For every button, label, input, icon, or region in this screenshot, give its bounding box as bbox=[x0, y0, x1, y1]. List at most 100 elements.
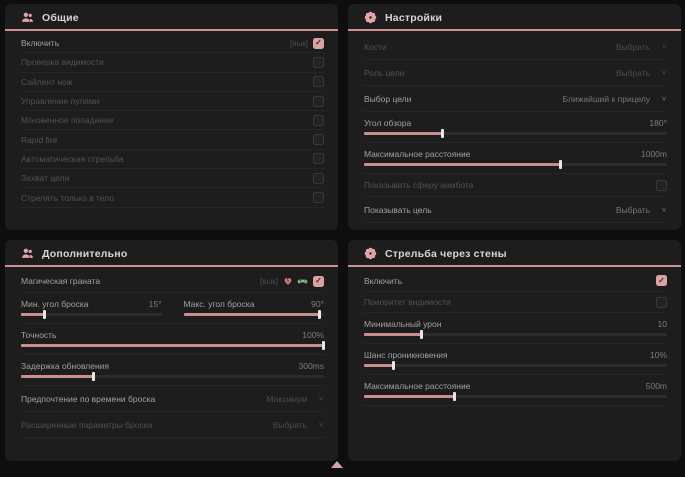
slider-track[interactable] bbox=[364, 129, 667, 138]
dropdown-label: Роль цели bbox=[364, 67, 405, 78]
toggle-row[interactable]: Автоматическая стрельба bbox=[21, 150, 324, 170]
toggle-label: Управление пулями bbox=[21, 96, 100, 107]
panel-additional: Дополнительно Магическая граната [вык] bbox=[5, 240, 338, 461]
toggle-row[interactable]: Проверка видимости bbox=[21, 53, 324, 73]
slider-thumb[interactable] bbox=[452, 392, 456, 401]
toggle-row[interactable]: Захват цели bbox=[21, 169, 324, 189]
toggle-row[interactable]: Стрелять только в тело bbox=[21, 188, 324, 208]
slider-thumb[interactable] bbox=[42, 310, 46, 319]
toggle-row-magic-grenade[interactable]: Магическая граната [вык] bbox=[21, 270, 324, 293]
panel-title: Общие bbox=[42, 11, 79, 24]
gamepad-icon[interactable] bbox=[297, 276, 308, 287]
dropdown-select[interactable]: Выбрать ∨ bbox=[273, 420, 324, 430]
panel-title: Настройки bbox=[385, 11, 443, 24]
toggle-row-aimbot-sphere[interactable]: Показывать сферу аимбота bbox=[364, 174, 667, 197]
slider-fill bbox=[364, 330, 423, 339]
toggle-row-enable[interactable]: Включить [вык] bbox=[21, 34, 324, 54]
slider-fill bbox=[21, 341, 325, 350]
dropdown-label: Расширенные параметры броска bbox=[21, 419, 153, 430]
hotkey-label: [вык] bbox=[260, 276, 278, 286]
toggle-label: Захват цели bbox=[21, 173, 70, 184]
dropdown-row-throw-time: Предпочтение по времени броска Максимум … bbox=[21, 386, 324, 412]
slider-track[interactable] bbox=[21, 341, 325, 350]
checkbox[interactable] bbox=[313, 56, 324, 68]
accent-divider bbox=[348, 265, 681, 267]
checkbox[interactable] bbox=[313, 172, 324, 184]
chevron-down-icon: ∨ bbox=[661, 42, 667, 51]
toggle-row-visibility-priority[interactable]: Приоритет видимости bbox=[364, 292, 667, 313]
slider-thumb[interactable] bbox=[317, 310, 321, 319]
slider-label: Максимальное расстояние bbox=[364, 148, 471, 159]
slider-value: 100% bbox=[302, 329, 324, 340]
slider-thumb[interactable] bbox=[392, 361, 396, 370]
slider-thumb[interactable] bbox=[91, 372, 95, 381]
panel-additional-header: Дополнительно bbox=[5, 240, 338, 265]
toggle-row-enable[interactable]: Включить bbox=[364, 270, 667, 292]
checkbox[interactable] bbox=[656, 296, 667, 308]
checkbox[interactable] bbox=[313, 76, 324, 88]
toggle-row[interactable]: Сайлент нож bbox=[21, 73, 324, 92]
slider-thumb[interactable] bbox=[419, 330, 423, 339]
slider-fill bbox=[21, 372, 95, 381]
toggle-label: Rapid fire bbox=[21, 134, 58, 145]
dropdown-select[interactable]: Ближайший к прицелу ∨ bbox=[563, 94, 667, 104]
slider-value: 180° bbox=[649, 117, 667, 128]
slider-track[interactable] bbox=[21, 310, 162, 319]
slider-value: 500m bbox=[645, 380, 667, 391]
checkbox[interactable] bbox=[313, 134, 324, 146]
chevron-down-icon: ∨ bbox=[661, 205, 667, 214]
dropdown-label: Предпочтение по времени броска bbox=[21, 393, 156, 404]
toggle-label: Магическая граната bbox=[21, 276, 101, 286]
slider-row-penetration-chance: Шанс проникновения 10% bbox=[364, 344, 667, 375]
panel-title: Дополнительно bbox=[42, 247, 128, 260]
slider-value: 15° bbox=[148, 298, 162, 309]
chevron-down-icon: ∨ bbox=[661, 94, 667, 103]
panel-general-header: Общие bbox=[5, 4, 338, 29]
menu-grid: Общие Включить [вык] Проверка видимости … bbox=[0, 0, 685, 465]
panel-general: Общие Включить [вык] Проверка видимости … bbox=[5, 4, 338, 230]
toggle-label: Автоматическая стрельба bbox=[21, 153, 124, 164]
slider-track[interactable] bbox=[21, 372, 324, 381]
checkbox[interactable] bbox=[313, 192, 324, 204]
dropdown-value: Выбрать bbox=[615, 41, 651, 52]
slider-thumb[interactable] bbox=[322, 341, 325, 350]
dropdown-select[interactable]: Максимум ∨ bbox=[266, 394, 324, 404]
toggle-label: Проверка видимости bbox=[21, 57, 104, 68]
panel-settings: Настройки Кости Выбрать ∨ Роль цели Выбр… bbox=[348, 4, 681, 230]
slider-track[interactable] bbox=[364, 361, 667, 370]
toggle-row[interactable]: Мгновенное попадание bbox=[21, 111, 324, 131]
slider-track[interactable] bbox=[183, 310, 324, 319]
checkbox[interactable] bbox=[313, 37, 324, 49]
slider-track[interactable] bbox=[364, 392, 667, 401]
slider-thumb[interactable] bbox=[558, 160, 562, 169]
checkbox[interactable] bbox=[313, 114, 324, 126]
dropdown-select[interactable]: Выбрать ∨ bbox=[616, 42, 667, 52]
slider-row-accuracy: Точность 100% bbox=[21, 324, 325, 355]
dropdown-select[interactable]: Выбрать ∨ bbox=[616, 68, 667, 78]
slider-track[interactable] bbox=[364, 160, 667, 169]
panel-wallbang: Стрельба через стены Включить Приоритет … bbox=[348, 240, 681, 461]
broken-heart-icon[interactable] bbox=[283, 276, 293, 286]
slider-row-max-distance: Максимальное расстояние 1000m bbox=[364, 143, 667, 174]
dropdown-value: Выбрать bbox=[615, 204, 651, 215]
checkbox[interactable] bbox=[313, 95, 324, 107]
toggle-label: Мгновенное попадание bbox=[21, 115, 114, 126]
checkbox[interactable] bbox=[313, 153, 324, 165]
checkbox[interactable] bbox=[313, 275, 324, 287]
slider-track[interactable] bbox=[364, 330, 667, 339]
slider-thumb[interactable] bbox=[440, 129, 444, 138]
gear-flower-icon bbox=[364, 247, 377, 260]
checkbox[interactable] bbox=[656, 275, 667, 286]
slider-fill bbox=[364, 129, 444, 138]
slider-fill bbox=[183, 310, 321, 319]
toggle-row[interactable]: Управление пулями bbox=[21, 92, 324, 112]
dropdown-row-bones: Кости Выбрать ∨ bbox=[364, 34, 667, 60]
slider-label: Максимальное расстояние bbox=[364, 380, 471, 391]
slider-value: 10 bbox=[657, 318, 667, 329]
checkbox[interactable] bbox=[656, 179, 667, 191]
toggle-label: Стрелять только в тело bbox=[21, 192, 114, 203]
users-icon bbox=[22, 12, 33, 22]
dropdown-select[interactable]: Выбрать ∨ bbox=[616, 205, 667, 215]
toggle-row[interactable]: Rapid fire bbox=[21, 130, 324, 150]
slider-label: Шанс проникновения bbox=[364, 349, 448, 360]
